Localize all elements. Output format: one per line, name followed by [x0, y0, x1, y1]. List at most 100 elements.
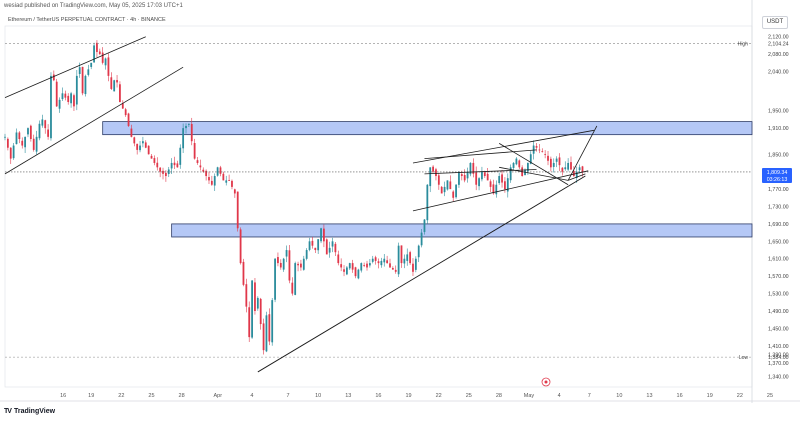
- markers: [541, 377, 551, 387]
- candle-body: [29, 125, 32, 140]
- candle-body: [360, 263, 363, 271]
- candle-body: [420, 232, 423, 246]
- candle-body: [489, 181, 492, 187]
- candle-body: [47, 129, 49, 137]
- candle-body: [173, 162, 176, 166]
- candle-body: [144, 142, 147, 148]
- candle-body: [101, 52, 104, 63]
- y-tick-label: 1,770.00: [768, 187, 789, 193]
- candle-body: [6, 138, 9, 148]
- rising-support-line: [257, 175, 586, 373]
- candle-body: [567, 162, 570, 170]
- candle-body: [87, 69, 90, 75]
- candle-body: [75, 75, 78, 105]
- candle-body: [478, 178, 480, 187]
- y-tick-label: 1,390.00: [768, 353, 789, 359]
- x-tick-label: May: [524, 393, 535, 399]
- candle-body: [466, 171, 469, 179]
- candle-body: [406, 254, 409, 261]
- candle-body: [552, 162, 555, 167]
- candle-body: [483, 172, 486, 177]
- candle-body: [210, 180, 213, 185]
- y-tick-label: 1,340.00: [768, 374, 789, 380]
- event-marker-dot: [544, 380, 548, 384]
- y-axis: 2,120.00 2,080.00 2,040.00 1,950.00 1,910.00…: [738, 35, 792, 380]
- candle-body: [248, 307, 251, 338]
- candle-body: [308, 241, 311, 250]
- candle-body: [187, 123, 190, 125]
- x-tick-label: 25: [466, 393, 472, 399]
- candle-body: [205, 170, 208, 177]
- candle-body: [495, 184, 498, 195]
- y-tick-label: 1,410.00: [768, 344, 789, 350]
- candle-body: [153, 158, 156, 163]
- candle-body: [325, 239, 328, 255]
- candle-body: [371, 258, 374, 262]
- candle-body: [61, 93, 64, 100]
- candle-body: [452, 191, 455, 198]
- candle-body: [274, 258, 276, 300]
- candle-body: [558, 157, 561, 166]
- candle-body: [363, 265, 366, 266]
- tradingview-logo[interactable]: TV TradingView: [4, 408, 55, 415]
- candle-body: [440, 186, 443, 194]
- candle-body: [302, 258, 305, 270]
- candle-body: [575, 171, 578, 179]
- y-tick-label: 1,370.00: [768, 361, 789, 367]
- y-tick-label: 1,530.00: [768, 292, 789, 298]
- y-tick-label: 1,690.00: [768, 222, 789, 228]
- candle-body: [176, 163, 179, 168]
- candle-body: [337, 254, 340, 264]
- x-tick-label: 25: [767, 393, 773, 399]
- candle-body: [458, 171, 460, 185]
- candle-body: [127, 113, 130, 126]
- candle-body: [538, 149, 541, 151]
- channel-upper-line: [4, 36, 146, 99]
- candle-body: [124, 109, 127, 116]
- candle-body: [216, 167, 219, 176]
- supply-demand-zone: [102, 121, 753, 136]
- flag-bottom-line: [424, 169, 537, 175]
- candle-body: [285, 250, 288, 257]
- candle-body: [549, 158, 552, 168]
- y-tick-label: 1,610.00: [768, 257, 789, 263]
- grid: [0, 0, 800, 403]
- candle-body: [463, 175, 466, 181]
- candle-body: [228, 180, 230, 181]
- candle-body: [231, 180, 233, 187]
- candle-body: [139, 145, 141, 151]
- x-tick-label: 22: [436, 393, 442, 399]
- y-tick-label: 1,850.00: [768, 152, 789, 158]
- candle-body: [518, 160, 521, 168]
- candle-body: [391, 267, 394, 270]
- candle-body: [225, 180, 228, 183]
- candle-body: [162, 170, 164, 174]
- candle-body: [196, 160, 199, 163]
- candle-body: [455, 184, 457, 198]
- x-tick-label: 19: [88, 393, 94, 399]
- candle-body: [294, 263, 297, 295]
- x-tick-label: 19: [707, 393, 713, 399]
- wedge-upper-line: [412, 129, 595, 164]
- y-tick-label: 1,650.00: [768, 239, 789, 245]
- candle-body: [354, 267, 357, 277]
- symbol-title: Ethereum / TetherUS PERPETUAL CONTRACT ·…: [8, 17, 166, 23]
- y-tick-label: 1,450.00: [768, 326, 789, 332]
- candle-body: [84, 75, 87, 95]
- candle-body: [265, 315, 268, 352]
- candle-body: [245, 284, 248, 307]
- candle-body: [98, 51, 101, 55]
- candle-body: [535, 146, 538, 148]
- candle-body: [279, 262, 282, 268]
- x-tick-label: 28: [496, 393, 502, 399]
- candle-body: [564, 167, 567, 170]
- candle-body: [55, 81, 58, 107]
- x-tick-label: Apr: [213, 393, 222, 399]
- flag-bottom-down-line: [499, 166, 569, 181]
- current-price-label: 1,809.34: [767, 170, 788, 176]
- candle-body: [414, 258, 417, 270]
- candle-body: [193, 143, 196, 159]
- candle-body: [18, 132, 21, 140]
- currency-button[interactable]: USDT: [762, 16, 788, 29]
